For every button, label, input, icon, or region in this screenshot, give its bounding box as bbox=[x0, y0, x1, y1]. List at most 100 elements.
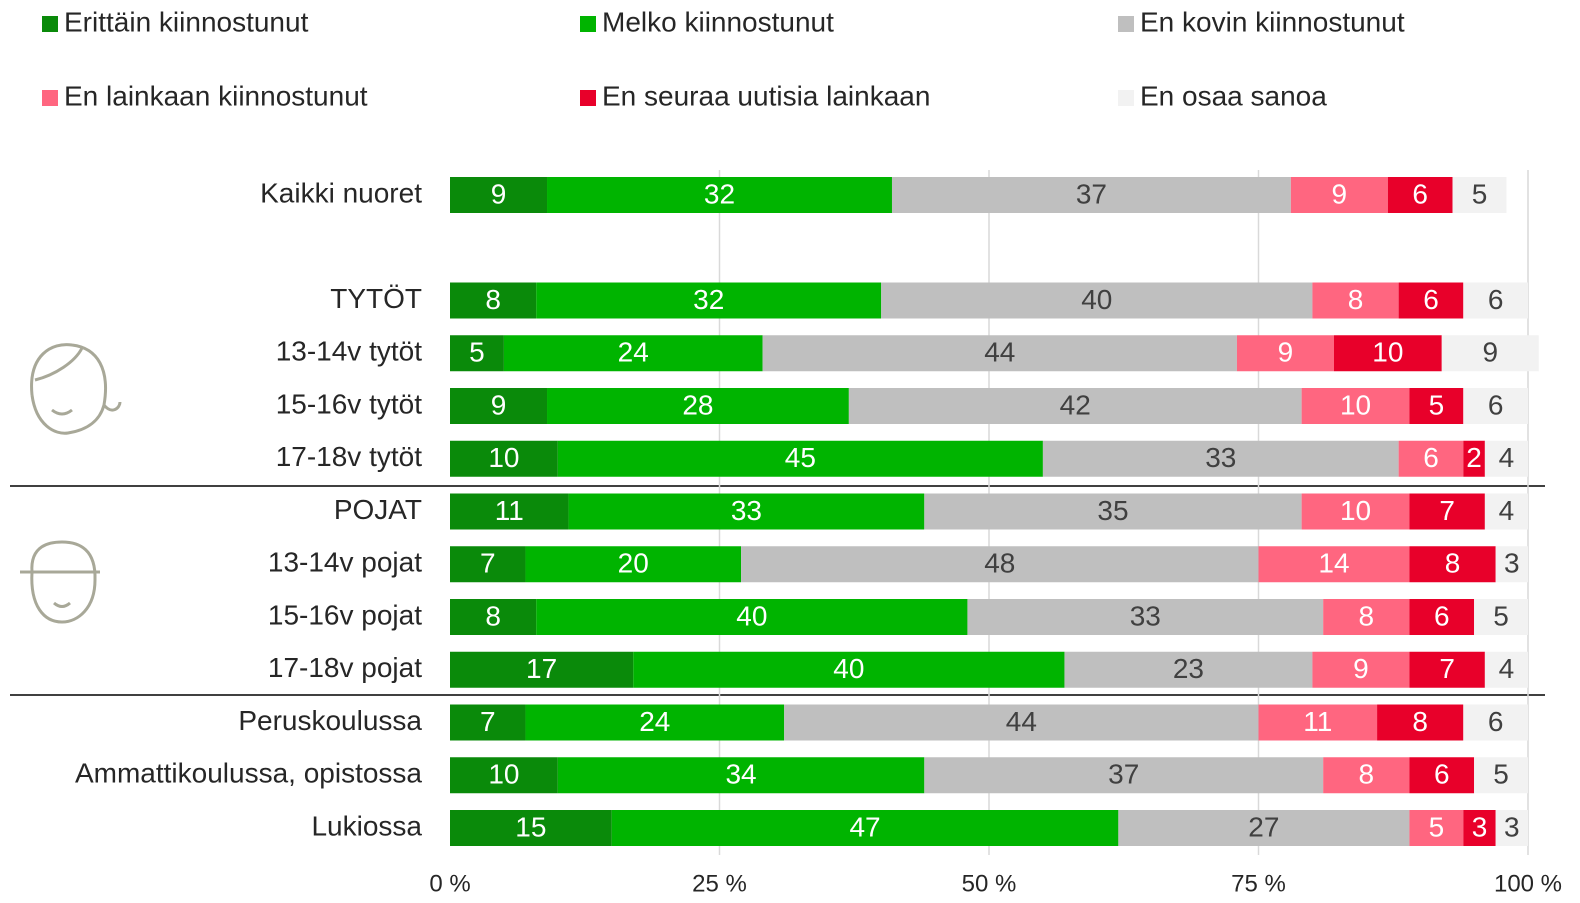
data-label: 9 bbox=[1482, 337, 1498, 368]
bar-segment bbox=[1463, 282, 1528, 319]
data-label: 6 bbox=[1423, 442, 1439, 473]
legend-label: En kovin kiinnostunut bbox=[1140, 6, 1405, 37]
legend-swatch bbox=[580, 16, 596, 32]
bar-segment bbox=[1409, 546, 1496, 583]
bar-segment bbox=[1398, 282, 1464, 319]
bar-segment bbox=[1452, 177, 1507, 213]
icon-line bbox=[53, 601, 71, 608]
x-tick-label: 50 % bbox=[962, 870, 1017, 897]
data-label: 10 bbox=[1372, 337, 1403, 368]
bar-segment bbox=[848, 388, 1302, 424]
data-label: 24 bbox=[618, 337, 649, 368]
icon-line bbox=[20, 540, 100, 624]
data-label: 9 bbox=[1353, 653, 1369, 684]
bar-segment bbox=[1323, 599, 1410, 635]
bar-segment bbox=[557, 757, 925, 794]
bar-segment bbox=[1495, 546, 1528, 583]
data-label: 7 bbox=[480, 706, 496, 737]
data-label: 27 bbox=[1248, 811, 1279, 842]
bar-segment bbox=[1409, 651, 1485, 688]
data-label: 32 bbox=[693, 284, 724, 315]
bar-segment bbox=[450, 388, 548, 424]
data-label: 14 bbox=[1318, 548, 1349, 579]
data-label: 5 bbox=[1429, 811, 1445, 842]
data-label: 9 bbox=[1332, 178, 1348, 209]
data-label: 28 bbox=[682, 389, 713, 420]
data-label: 48 bbox=[984, 548, 1015, 579]
bar-segment bbox=[1290, 177, 1388, 213]
data-label: 42 bbox=[1060, 389, 1091, 420]
x-tick-label: 25 % bbox=[692, 870, 747, 897]
data-label: 47 bbox=[849, 811, 880, 842]
bar-segment bbox=[450, 599, 537, 635]
category-label: 15-16v tytöt bbox=[276, 388, 423, 419]
bar-segment bbox=[1064, 651, 1313, 688]
category-label: 17-18v tytöt bbox=[276, 441, 423, 472]
bar-segment bbox=[924, 757, 1324, 794]
data-label: 32 bbox=[704, 178, 735, 209]
bar-segment bbox=[1495, 810, 1528, 846]
data-label: 40 bbox=[1081, 284, 1112, 315]
data-label: 40 bbox=[833, 653, 864, 684]
bar-segment bbox=[967, 599, 1324, 635]
bar-segment bbox=[1387, 177, 1453, 213]
data-label: 5 bbox=[1472, 178, 1488, 209]
legend-swatch bbox=[580, 90, 596, 106]
data-label: 9 bbox=[1278, 337, 1294, 368]
bar-segment bbox=[1484, 493, 1528, 530]
data-label: 5 bbox=[469, 337, 485, 368]
data-label: 7 bbox=[1439, 653, 1455, 684]
data-label: 10 bbox=[488, 442, 519, 473]
data-label: 17 bbox=[526, 653, 557, 684]
legend-label: En osaa sanoa bbox=[1140, 80, 1327, 111]
bar-segment bbox=[1409, 388, 1464, 424]
category-label: TYTÖT bbox=[330, 283, 422, 314]
data-label: 5 bbox=[1493, 600, 1509, 631]
bar-segment bbox=[784, 704, 1259, 741]
data-label: 4 bbox=[1499, 653, 1515, 684]
bar-segment bbox=[450, 493, 569, 530]
boy-icon bbox=[20, 540, 100, 624]
bar-segment bbox=[536, 599, 968, 635]
bar-segment bbox=[450, 177, 548, 213]
data-label: 6 bbox=[1488, 706, 1504, 737]
data-label: 10 bbox=[1340, 389, 1371, 420]
data-label: 10 bbox=[488, 759, 519, 790]
separators bbox=[10, 485, 1545, 696]
bar-segment bbox=[450, 282, 537, 319]
data-label: 6 bbox=[1412, 178, 1428, 209]
data-label: 24 bbox=[639, 706, 670, 737]
data-label: 5 bbox=[1429, 389, 1445, 420]
bar-segment bbox=[741, 546, 1259, 583]
data-label: 8 bbox=[1412, 706, 1428, 737]
bar-segment bbox=[1409, 599, 1475, 635]
data-label: 8 bbox=[485, 284, 501, 315]
data-label: 5 bbox=[1493, 759, 1509, 790]
bar-segment bbox=[1409, 810, 1464, 846]
bar-segment bbox=[1463, 388, 1528, 424]
bar-segment bbox=[1463, 810, 1496, 846]
bar-segment bbox=[1474, 599, 1528, 635]
data-label: 6 bbox=[1434, 759, 1450, 790]
legend-label: En lainkaan kiinnostunut bbox=[64, 80, 368, 111]
bar-segment bbox=[503, 335, 763, 372]
data-label: 33 bbox=[1130, 600, 1161, 631]
bar-segment bbox=[450, 757, 558, 794]
data-label: 20 bbox=[618, 548, 649, 579]
category-label: 15-16v pojat bbox=[268, 599, 422, 630]
data-label: 6 bbox=[1423, 284, 1439, 315]
bar-segment bbox=[1484, 440, 1528, 477]
data-label: 33 bbox=[1205, 442, 1236, 473]
bar-segment bbox=[1258, 546, 1410, 583]
category-label: 17-18v pojat bbox=[268, 652, 422, 683]
bar-segment bbox=[1377, 704, 1464, 741]
bar-segment bbox=[525, 704, 785, 741]
bar-segment bbox=[1333, 335, 1442, 372]
legend-swatch bbox=[42, 90, 58, 106]
bar-segment bbox=[1409, 493, 1485, 530]
legend-swatch bbox=[42, 16, 58, 32]
data-label: 9 bbox=[491, 389, 507, 420]
bar-segment bbox=[450, 810, 612, 846]
category-label: Lukiossa bbox=[311, 810, 422, 841]
